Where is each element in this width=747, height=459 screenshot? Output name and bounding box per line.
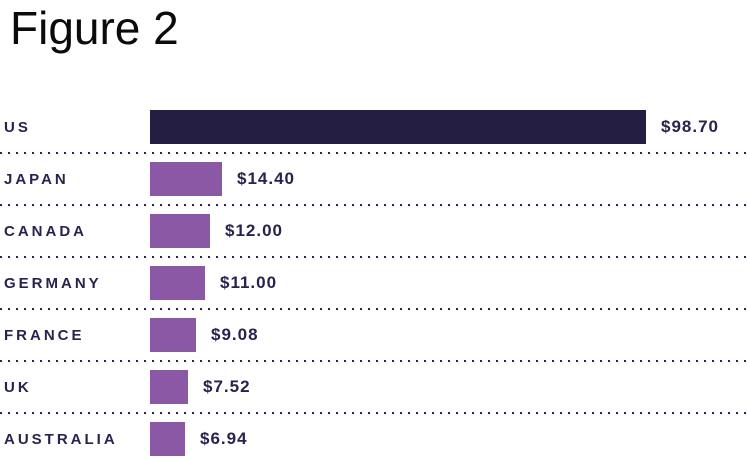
- category-label: AUSTRALIA: [4, 430, 118, 448]
- chart-row: GERMANY $11.00: [0, 257, 747, 310]
- bar-chart: US $98.70 JAPAN $14.40 CANADA $12.00 GERMANY $1…: [0, 101, 747, 459]
- chart-rows: US $98.70 JAPAN $14.40 CANADA $12.00 GERMANY $1…: [0, 101, 747, 459]
- bar: [150, 266, 205, 300]
- bar: [150, 162, 222, 196]
- category-label: US: [4, 118, 31, 136]
- category-label: CANADA: [4, 222, 87, 240]
- bar: [150, 370, 188, 404]
- value-label: $12.00: [225, 221, 283, 240]
- category-label: JAPAN: [4, 170, 69, 188]
- bar: [150, 318, 196, 352]
- chart-row: UK $7.52: [0, 361, 747, 414]
- bar: [150, 422, 185, 456]
- figure-title: Figure 2: [10, 2, 179, 54]
- bar: [150, 110, 646, 144]
- bar: [150, 214, 210, 248]
- chart-row: CANADA $12.00: [0, 205, 747, 258]
- value-label: $9.08: [211, 325, 259, 344]
- value-label: $11.00: [220, 273, 278, 292]
- value-label: $14.40: [237, 169, 295, 188]
- chart-row: US $98.70: [0, 101, 747, 154]
- category-label: GERMANY: [4, 274, 102, 292]
- value-label: $6.94: [200, 429, 248, 448]
- chart-row: AUSTRALIA $6.94: [0, 413, 747, 459]
- chart-row: JAPAN $14.40: [0, 153, 747, 206]
- category-label: UK: [4, 378, 32, 396]
- value-label: $7.52: [203, 377, 251, 396]
- category-label: FRANCE: [4, 326, 85, 344]
- value-label: $98.70: [661, 117, 719, 136]
- chart-row: FRANCE $9.08: [0, 309, 747, 362]
